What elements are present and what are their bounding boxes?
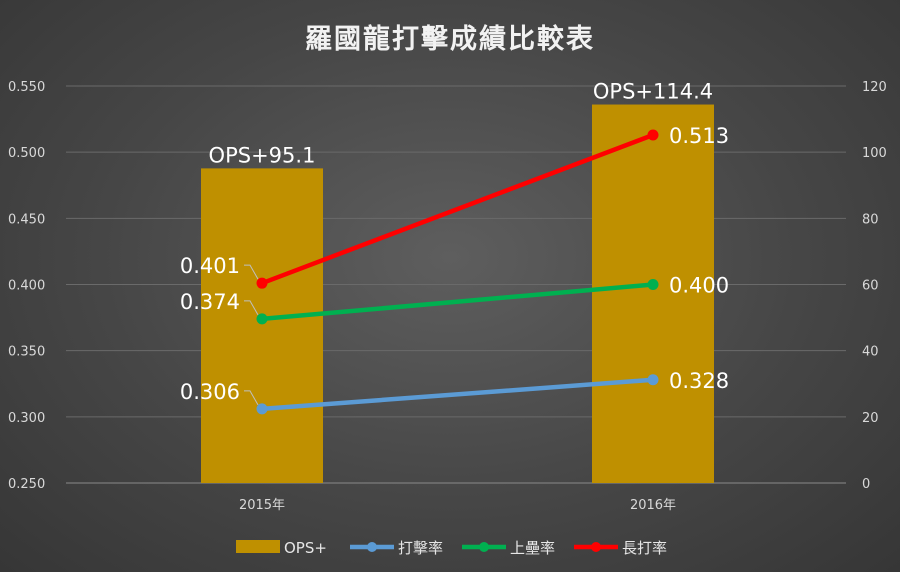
series-point — [647, 129, 659, 141]
line-data-label: 0.374 — [180, 290, 240, 314]
right-axis-ticks: 0 20 40 60 80 100 120 — [862, 80, 887, 492]
left-tick-label: 0.300 — [8, 411, 45, 426]
legend: OPS+ 打擊率 上壘率 長打率 — [236, 539, 667, 557]
series-point — [647, 279, 659, 290]
leader-line — [244, 300, 259, 316]
series-point — [256, 403, 268, 415]
chart-title: 羅國龍打擊成績比較表 — [305, 23, 595, 55]
series-line — [259, 132, 656, 286]
line-data-label: 0.401 — [180, 254, 240, 278]
bar-ops-plus — [592, 104, 714, 483]
series-line — [259, 282, 656, 322]
right-tick-label: 80 — [862, 212, 879, 227]
line-data-label: 0.306 — [180, 380, 240, 404]
bar-series: OPS+95.1 OPS+114.4 — [201, 80, 714, 483]
legend-marker — [591, 542, 601, 552]
legend-item: 長打率 — [574, 539, 667, 557]
legend-swatch — [236, 540, 280, 553]
legend-label: 上壘率 — [510, 539, 555, 557]
right-tick-label: 100 — [862, 146, 887, 161]
left-tick-label: 0.350 — [8, 345, 45, 360]
legend-marker — [479, 542, 489, 552]
legend-label: 打擊率 — [398, 539, 443, 557]
legend-item: 打擊率 — [350, 539, 443, 557]
series-point — [256, 277, 268, 289]
left-axis-ticks: 0.250 0.300 0.350 0.400 0.450 0.500 0.550 — [8, 80, 45, 492]
category-labels: 2015年 2016年 — [239, 498, 676, 513]
legend-label: OPS+ — [284, 539, 327, 557]
leader-line — [244, 390, 259, 406]
left-tick-label: 0.450 — [8, 212, 45, 227]
legend-label: 長打率 — [622, 539, 667, 557]
series-point — [647, 374, 659, 386]
line-data-label: 0.513 — [669, 124, 729, 148]
bar-ops-plus — [201, 168, 323, 483]
series-line — [259, 377, 656, 412]
legend-item-ops-plus: OPS+ — [236, 539, 327, 557]
left-tick-label: 0.400 — [8, 279, 45, 294]
line-data-label: 0.400 — [669, 274, 729, 298]
right-tick-label: 20 — [862, 411, 879, 426]
right-tick-label: 40 — [862, 345, 879, 360]
category-label: 2015年 — [239, 498, 285, 513]
bar-data-label: OPS+114.4 — [593, 80, 713, 104]
right-tick-label: 0 — [862, 477, 870, 492]
line-data-label: 0.328 — [669, 369, 729, 393]
series-point — [256, 313, 268, 325]
right-tick-label: 60 — [862, 279, 879, 294]
bar-data-label: OPS+95.1 — [209, 143, 316, 167]
legend-marker — [367, 542, 377, 552]
right-tick-label: 120 — [862, 80, 887, 95]
left-tick-label: 0.250 — [8, 477, 45, 492]
left-tick-label: 0.550 — [8, 80, 45, 95]
line-series: 0.306 0.328 0.374 0.400 0.401 0.513 — [180, 124, 729, 415]
leader-line — [244, 264, 259, 280]
left-tick-label: 0.500 — [8, 146, 45, 161]
legend-item: 上壘率 — [462, 539, 555, 557]
gridlines — [66, 85, 846, 484]
category-label: 2016年 — [630, 498, 676, 513]
